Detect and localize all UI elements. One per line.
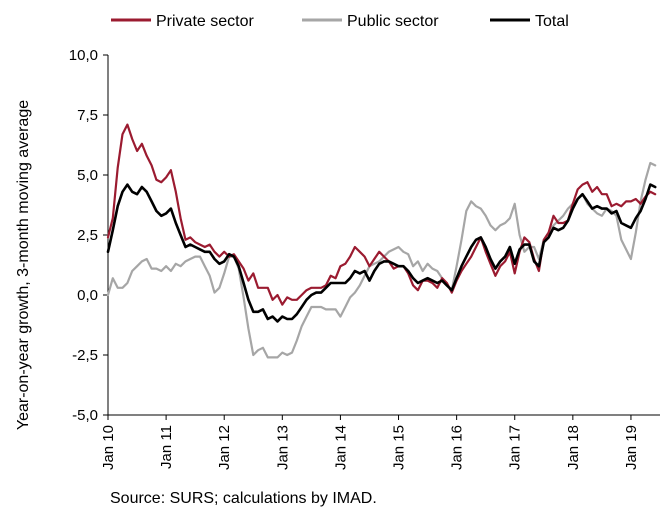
y-tick-label: 10,0	[69, 47, 98, 64]
x-tick-label: Jan 14	[332, 425, 349, 470]
series-line-total	[106, 183, 657, 323]
x-tick-label: Jan 18	[565, 425, 582, 470]
series-line-public-sector	[106, 161, 657, 359]
x-tick-label: Jan 11	[158, 425, 175, 469]
x-tick-label: Jan 17	[507, 425, 524, 470]
y-tick-label: -5,0	[72, 407, 98, 424]
legend-label-private: Private sector	[156, 13, 254, 30]
x-tick-label: Jan 19	[623, 425, 640, 470]
legend-label-public: Public sector	[347, 13, 439, 30]
y-tick-label: 7,5	[77, 107, 98, 124]
source-note: Source: SURS; calculations by IMAD.	[110, 490, 377, 507]
x-tick-label: Jan 10	[100, 425, 117, 470]
x-tick-label: Jan 15	[391, 425, 408, 470]
plot-area	[106, 123, 657, 359]
y-tick-label: -2,5	[72, 347, 98, 364]
y-tick-label: 2,5	[77, 227, 98, 244]
series-line-private-sector	[106, 123, 657, 306]
axes: -5,0 -2,5 0,0 2,5 5,0 7,5 10,0 Jan 10 Jan 11 Jan …	[69, 47, 660, 470]
y-tick-label: 0,0	[77, 287, 98, 304]
legend: Private sector Public sector Total	[111, 13, 569, 30]
legend-label-total: Total	[535, 13, 569, 30]
x-tick-label: Jan 16	[449, 425, 466, 470]
x-tick-label: Jan 13	[274, 425, 291, 470]
x-tick-label: Jan 12	[216, 425, 233, 470]
y-axis-title: Year-on-year growth, 3-month moving aver…	[15, 100, 32, 430]
y-tick-label: 5,0	[77, 167, 98, 184]
